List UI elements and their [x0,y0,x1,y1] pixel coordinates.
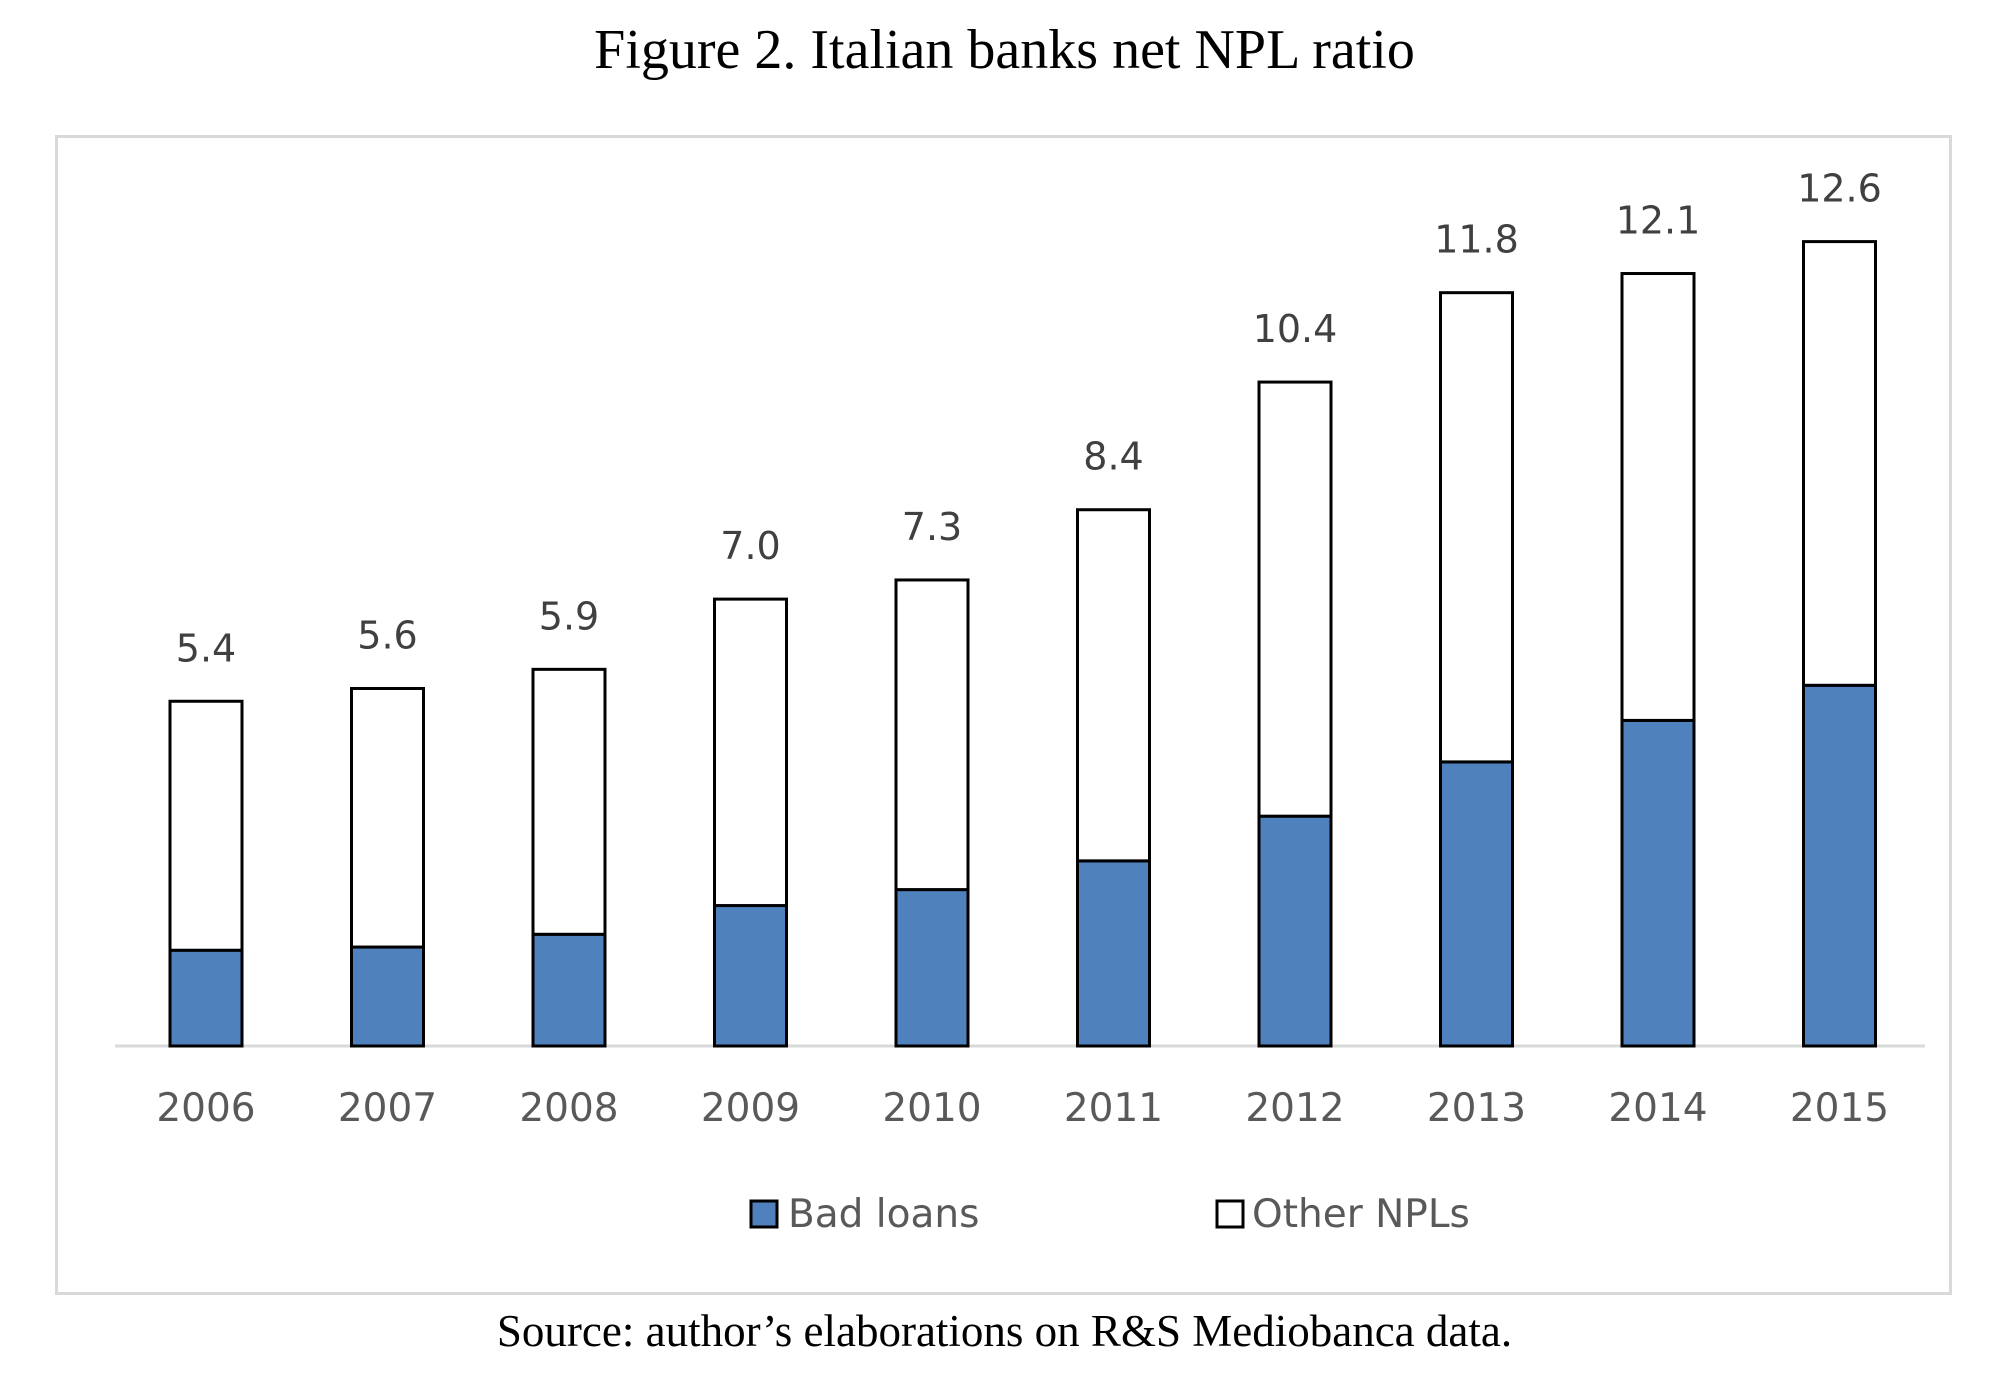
bar-bad-loans-2008 [531,932,607,1048]
total-label-2009: 7.0 [720,524,780,568]
bar-bad-loans-2015 [1802,683,1877,1048]
bar-bad-loans-2011 [1076,859,1151,1048]
bar-bad-loans-2013 [1439,760,1514,1048]
x-tick-2006: 2006 [156,1086,255,1131]
bar-other-npls-2014 [1620,272,1696,722]
total-label-2011: 8.4 [1083,435,1143,479]
x-tick-2013: 2013 [1427,1086,1526,1131]
x-tick-2007: 2007 [338,1086,437,1131]
bar-other-npls-2008 [531,667,607,936]
bar-other-npls-2007 [350,686,425,949]
bar-other-npls-2009 [713,597,788,908]
bar-other-npls-2010 [894,578,970,892]
total-label-2007: 5.6 [357,613,417,657]
total-label-2012: 10.4 [1253,307,1338,351]
x-tick-2012: 2012 [1245,1086,1344,1131]
bar-bad-loans-2006 [168,948,244,1048]
bar-bad-loans-2007 [350,945,425,1048]
total-label-2013: 11.8 [1434,218,1519,262]
legend-swatch-other-npls [1215,1199,1245,1229]
bars-group [168,240,1877,1048]
total-label-2006: 5.4 [176,626,236,670]
x-tick-2010: 2010 [882,1086,981,1131]
total-label-2008: 5.9 [539,594,599,638]
total-labels: 5.4 5.6 5.9 7.0 7.3 8.4 10.4 11.8 12.1 12.6 [176,167,1882,671]
bar-other-npls-2013 [1439,291,1514,764]
legend: Bad loans Other NPLs [749,1192,1470,1237]
bar-bad-loans-2014 [1620,718,1696,1048]
legend-label-other-npls: Other NPLs [1252,1192,1470,1237]
x-tick-2008: 2008 [519,1086,618,1131]
bar-other-npls-2015 [1802,240,1877,687]
x-tick-labels: 2006 2007 2008 2009 2010 2011 2012 2013 2014 2015 [156,1086,1889,1131]
figure-title: Figure 2. Italian banks net NPL ratio [594,19,1415,81]
bar-bad-loans-2010 [894,888,970,1048]
total-label-2014: 12.1 [1616,199,1701,243]
total-label-2010: 7.3 [902,505,962,549]
bar-other-npls-2012 [1257,380,1333,818]
bar-other-npls-2011 [1076,508,1151,863]
bar-bad-loans-2012 [1257,814,1333,1048]
legend-swatch-bad-loans [749,1199,779,1229]
x-tick-2014: 2014 [1608,1086,1707,1131]
bar-other-npls-2006 [168,699,244,952]
total-label-2015: 12.6 [1797,167,1882,211]
legend-label-bad-loans: Bad loans [788,1192,979,1237]
bar-bad-loans-2009 [713,904,788,1048]
x-tick-2015: 2015 [1790,1086,1889,1131]
figure-source: Source: author’s elaborations on R&S Med… [496,1306,1513,1356]
x-tick-2009: 2009 [701,1086,800,1131]
x-tick-2011: 2011 [1064,1086,1163,1131]
